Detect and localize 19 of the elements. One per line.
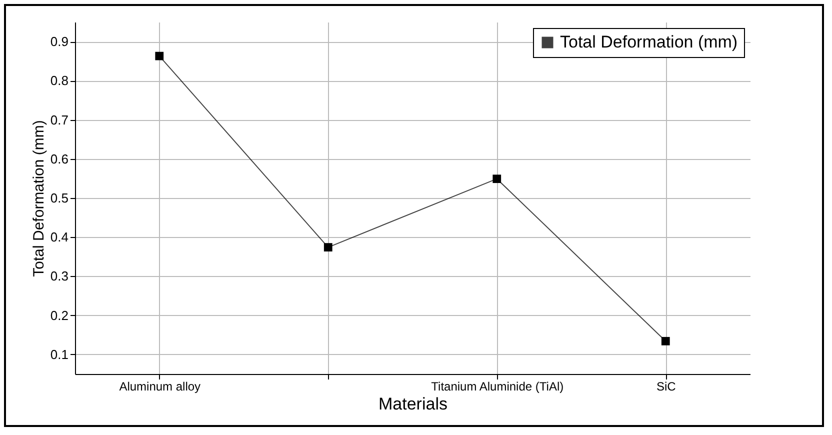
x-tick-label: Titanium Aluminide (TiAl) xyxy=(431,380,564,394)
y-tick-label: 0.6 xyxy=(50,151,68,166)
point xyxy=(155,52,164,60)
point xyxy=(324,243,332,252)
y-tick-label: 0.1 xyxy=(50,346,68,362)
y-tick-label: 0.7 xyxy=(50,112,68,128)
y-tick-label: 0.5 xyxy=(50,190,68,206)
y-tick-label: 0.9 xyxy=(50,34,68,50)
y-tick-label: 0.2 xyxy=(50,308,68,323)
y-tick-label: 0.4 xyxy=(50,230,68,245)
point xyxy=(492,174,502,184)
point xyxy=(661,336,670,346)
x-tick-label: SiC xyxy=(656,380,676,394)
y-tick-label: 0.8 xyxy=(50,73,68,88)
y-tick-label: 0.3 xyxy=(50,268,68,284)
x-axis-title: Materials xyxy=(378,394,448,414)
y-axis-title: Total Deformation (mm) xyxy=(30,120,48,277)
legend-label: Total Deformation (mm) xyxy=(560,32,738,52)
x-tick-label: Aluminum alloy xyxy=(119,380,201,394)
